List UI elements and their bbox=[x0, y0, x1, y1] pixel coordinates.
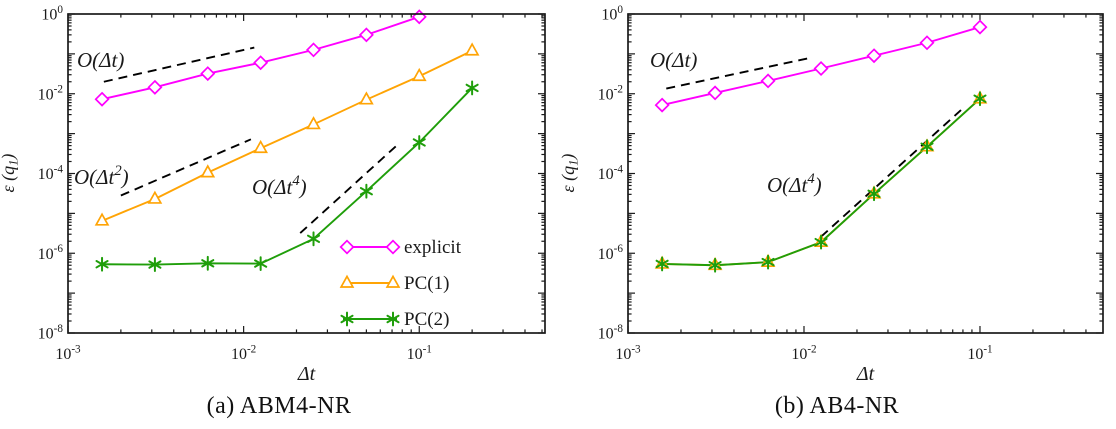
y-tick-label: 10-6 bbox=[598, 243, 624, 263]
guide-annotation: O(Δt4) bbox=[252, 173, 307, 199]
marker-asterisk bbox=[465, 80, 479, 96]
caption-a: (a) ABM4-NR bbox=[206, 393, 352, 419]
x-tick-label: 10-3 bbox=[55, 343, 81, 363]
marker-diamond bbox=[306, 42, 322, 58]
y-tick-label: 10-4 bbox=[38, 163, 64, 183]
y-tick-label: 100 bbox=[41, 4, 63, 24]
marker-asterisk bbox=[148, 257, 162, 272]
x-tick-label: 10-2 bbox=[791, 343, 816, 363]
legend-label: PC(2) bbox=[404, 309, 449, 330]
marker-diamond bbox=[866, 48, 882, 64]
y-tick-label: 10-2 bbox=[598, 84, 623, 104]
series-markers-explicit bbox=[94, 9, 427, 107]
marker-triangle bbox=[411, 67, 427, 82]
guide-dashed-line bbox=[299, 144, 398, 234]
marker-diamond bbox=[919, 35, 935, 51]
chart-a-abm4-nr: 10-3 10-2 10-1 100 10-2 10-4 10-6 10-8 Δt ε (q1) O… bbox=[0, 4, 546, 385]
series-line-pc-2- bbox=[102, 87, 473, 266]
caption-b: (b) AB4-NR bbox=[774, 393, 900, 419]
legend-label: PC(1) bbox=[404, 273, 449, 294]
y-tick-label: 10-4 bbox=[598, 163, 624, 183]
marker-diamond bbox=[972, 19, 988, 35]
ticks bbox=[67, 13, 545, 334]
marker-diamond bbox=[147, 79, 163, 95]
plot-frame bbox=[627, 13, 1104, 334]
guide-annotation: O(Δt) bbox=[650, 48, 697, 72]
x-tick-label: 10-1 bbox=[407, 343, 432, 363]
y-tick-label: 10-6 bbox=[38, 243, 64, 263]
legend-label: explicit bbox=[404, 237, 462, 258]
marker-asterisk bbox=[867, 186, 881, 202]
marker-asterisk bbox=[306, 231, 321, 247]
marker-diamond bbox=[200, 66, 216, 82]
y-axis-label: ε (q1) bbox=[0, 154, 21, 193]
marker-triangle bbox=[147, 190, 163, 204]
guide-dashed-line bbox=[103, 46, 255, 83]
chart-b-ab4-nr: 10-3 10-2 10-1 100 10-2 10-4 10-6 10-8 Δt ε (q1) O… bbox=[560, 4, 1104, 385]
y-tick-label: 10-8 bbox=[598, 323, 624, 343]
marker-diamond bbox=[654, 97, 670, 113]
marker-asterisk bbox=[973, 91, 987, 107]
y-axis-label: ε (q1) bbox=[560, 154, 581, 193]
marker-diamond bbox=[760, 73, 776, 89]
marker-asterisk bbox=[920, 139, 934, 155]
marker-triangle bbox=[359, 91, 374, 105]
marker-diamond bbox=[813, 60, 829, 76]
guide-dashed-line bbox=[666, 56, 813, 90]
marker-diamond bbox=[411, 9, 427, 25]
y-tick-label: 10-8 bbox=[38, 323, 64, 343]
series-markers-pc-1- bbox=[94, 42, 480, 226]
marker-triangle bbox=[339, 274, 355, 288]
marker-asterisk bbox=[412, 135, 426, 150]
marker-diamond bbox=[385, 239, 401, 255]
marker-asterisk bbox=[95, 256, 109, 272]
marker-asterisk bbox=[814, 234, 828, 250]
guide-dashed-line bbox=[120, 138, 252, 197]
series-line-pc-1- bbox=[101, 49, 473, 222]
marker-asterisk bbox=[386, 311, 400, 327]
marker-triangle bbox=[253, 139, 268, 154]
guide-dashed-line bbox=[820, 109, 962, 238]
ticks bbox=[627, 13, 1103, 334]
series-markers-pc-2- bbox=[655, 91, 987, 273]
x-tick-label: 10-2 bbox=[231, 343, 256, 363]
y-tick-label: 10-2 bbox=[38, 84, 63, 104]
marker-triangle bbox=[306, 116, 321, 130]
marker-asterisk bbox=[201, 255, 215, 271]
series-markers-pc-2- bbox=[95, 80, 479, 272]
marker-diamond bbox=[358, 27, 374, 43]
marker-triangle bbox=[464, 42, 480, 56]
series-markers-explicit bbox=[654, 19, 988, 113]
marker-diamond bbox=[94, 91, 110, 107]
marker-diamond bbox=[707, 85, 723, 101]
marker-diamond bbox=[339, 239, 355, 255]
marker-triangle bbox=[385, 274, 401, 288]
guide-annotation: O(Δt2) bbox=[74, 163, 129, 189]
x-tick-label: 10-1 bbox=[967, 343, 992, 363]
marker-asterisk bbox=[254, 256, 268, 272]
y-tick-label: 100 bbox=[601, 4, 623, 24]
x-axis-label: Δt bbox=[856, 363, 875, 385]
guide-annotation: O(Δt) bbox=[77, 48, 124, 72]
x-axis-label: Δt bbox=[297, 363, 316, 385]
legend: explicit PC(1) PC(2) bbox=[339, 237, 462, 330]
marker-asterisk bbox=[708, 257, 722, 273]
plot-frame bbox=[67, 13, 546, 334]
marker-triangle bbox=[94, 212, 110, 226]
guide-annotation: O(Δt4) bbox=[767, 171, 822, 197]
marker-asterisk bbox=[655, 256, 669, 272]
marker-asterisk bbox=[359, 183, 373, 199]
marker-asterisk bbox=[761, 254, 775, 270]
x-tick-label: 10-3 bbox=[615, 343, 641, 363]
marker-triangle bbox=[200, 164, 216, 178]
marker-diamond bbox=[253, 55, 269, 71]
marker-asterisk bbox=[340, 311, 354, 327]
